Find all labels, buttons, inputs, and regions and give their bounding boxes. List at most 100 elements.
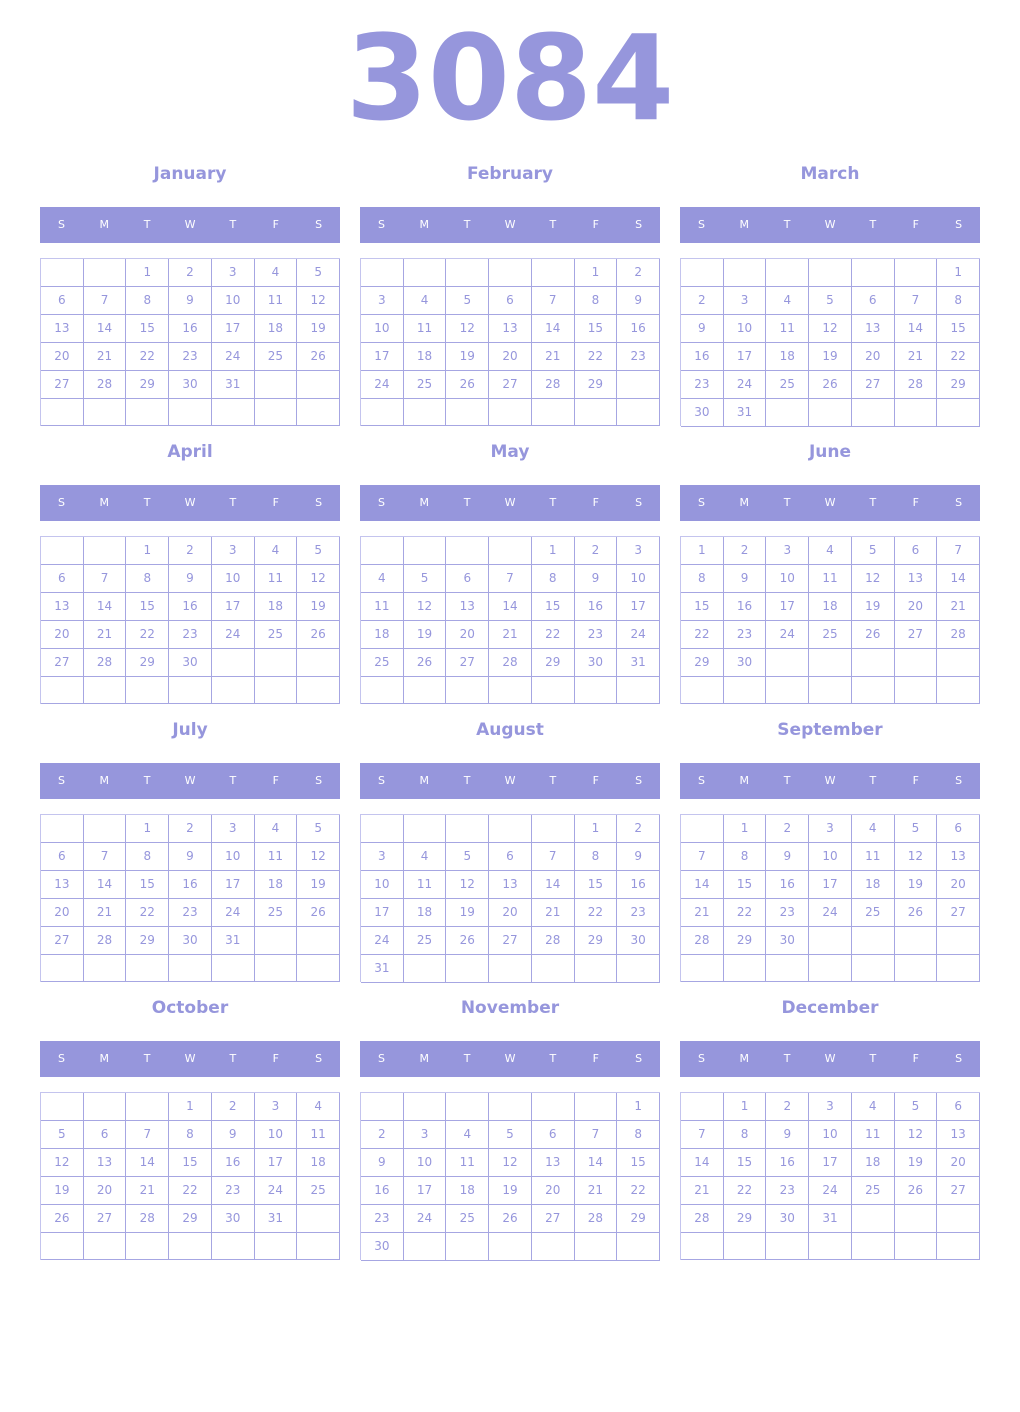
day-cell: 21 <box>574 1177 618 1205</box>
weekday-label: S <box>635 1052 643 1065</box>
days-grid: 1 2 3 4 5 6 7 8 9 10 11 12 13 14 15 16 17 18 19 20 21 22 23 24 2… <box>360 814 660 983</box>
day-cell: 16 <box>723 593 767 621</box>
weekday-label: S <box>57 218 65 231</box>
weekday-label: T <box>783 218 791 231</box>
day-cell: 20 <box>851 343 895 371</box>
empty-cell <box>83 1093 127 1121</box>
weekday-label: T <box>463 218 471 231</box>
day-cell: 15 <box>937 315 980 343</box>
weekday-label: T <box>869 218 877 231</box>
empty-cell <box>254 927 298 955</box>
empty-cell <box>297 1233 340 1260</box>
day-cell: 2 <box>681 287 724 315</box>
day-cell: 23 <box>681 371 724 399</box>
day-cell: 20 <box>489 343 532 371</box>
day-cell: 20 <box>894 593 938 621</box>
day-cell: 24 <box>254 1177 298 1205</box>
days-grid: 1 2 3 4 5 6 7 8 9 10 11 12 13 14 15 16 17 18 19 20 21 22 23 24 2… <box>680 258 980 427</box>
empty-cell <box>297 371 340 399</box>
day-cell: 29 <box>681 649 724 677</box>
empty-cell <box>937 955 980 982</box>
day-cell: 8 <box>126 565 170 593</box>
day-cell: 7 <box>531 843 575 871</box>
day-cell: 16 <box>766 1149 810 1177</box>
day-cell: 24 <box>617 621 660 649</box>
day-cell: 30 <box>766 1205 810 1233</box>
empty-cell <box>723 955 767 982</box>
day-cell: 11 <box>254 565 298 593</box>
day-cell: 30 <box>169 371 212 399</box>
day-cell: 2 <box>574 537 618 565</box>
day-cell: 24 <box>211 899 255 927</box>
empty-cell <box>531 955 575 983</box>
day-cell: 20 <box>937 1149 980 1177</box>
empty-cell <box>211 1233 255 1260</box>
empty-cell <box>41 1233 84 1260</box>
day-cell: 14 <box>126 1149 170 1177</box>
day-cell: 28 <box>83 649 127 677</box>
day-cell: 11 <box>403 871 447 899</box>
day-cell: 27 <box>41 649 84 677</box>
empty-cell <box>83 955 127 982</box>
day-cell: 1 <box>723 1093 767 1121</box>
day-cell: 28 <box>574 1205 618 1233</box>
day-cell: 28 <box>531 371 575 399</box>
empty-cell <box>254 955 298 982</box>
empty-cell <box>126 1093 170 1121</box>
empty-cell <box>851 927 895 955</box>
weekday-label: T <box>549 774 557 787</box>
day-cell: 28 <box>489 649 532 677</box>
month-name: August <box>476 720 544 740</box>
day-cell: 25 <box>851 1177 895 1205</box>
day-cell: 21 <box>894 343 938 371</box>
weekday-label: M <box>99 774 110 787</box>
day-cell: 25 <box>766 371 810 399</box>
weekday-label: W <box>824 774 836 787</box>
day-cell: 5 <box>403 565 447 593</box>
day-cell: 28 <box>937 621 980 649</box>
empty-cell <box>809 399 852 427</box>
day-cell: 6 <box>851 287 895 315</box>
day-cell: 9 <box>766 843 810 871</box>
day-cell: 22 <box>937 343 980 371</box>
day-cell: 7 <box>894 287 938 315</box>
day-cell: 18 <box>254 593 298 621</box>
day-cell: 30 <box>766 927 810 955</box>
empty-cell <box>723 677 767 704</box>
empty-cell <box>446 1093 490 1121</box>
day-cell: 27 <box>489 371 532 399</box>
empty-cell <box>574 399 618 426</box>
empty-cell <box>211 677 255 704</box>
empty-cell <box>83 815 127 843</box>
day-cell: 27 <box>41 927 84 955</box>
day-cell: 19 <box>297 593 340 621</box>
day-cell: 16 <box>681 343 724 371</box>
empty-cell <box>766 399 810 427</box>
empty-cell <box>83 1233 127 1260</box>
day-cell: 30 <box>617 927 660 955</box>
weekday-label: T <box>869 1052 877 1065</box>
day-cell: 16 <box>574 593 618 621</box>
days-grid: 1 2 3 4 5 6 7 8 9 10 11 12 13 14 15 16 17 18 19 20 21 22 23 24 2… <box>40 814 340 982</box>
empty-cell <box>446 259 490 287</box>
empty-cell <box>574 955 618 983</box>
weekday-label: S <box>635 496 643 509</box>
day-cell: 19 <box>446 899 490 927</box>
weekday-label: S <box>377 774 385 787</box>
day-cell: 6 <box>937 815 980 843</box>
empty-cell <box>41 537 84 565</box>
day-cell: 17 <box>403 1177 447 1205</box>
day-cell: 29 <box>126 371 170 399</box>
day-cell: 1 <box>126 537 170 565</box>
day-cell: 11 <box>403 315 447 343</box>
day-cell: 28 <box>531 927 575 955</box>
days-grid: 1 2 3 4 5 6 7 8 9 10 11 12 13 14 15 16 17 18 19 20 21 22 23 24 2… <box>40 1092 340 1260</box>
day-cell: 2 <box>723 537 767 565</box>
month-name: May <box>490 442 530 462</box>
day-cell: 18 <box>361 621 404 649</box>
empty-cell <box>83 537 127 565</box>
empty-cell <box>83 399 127 426</box>
day-cell: 12 <box>446 871 490 899</box>
empty-cell <box>489 1093 532 1121</box>
